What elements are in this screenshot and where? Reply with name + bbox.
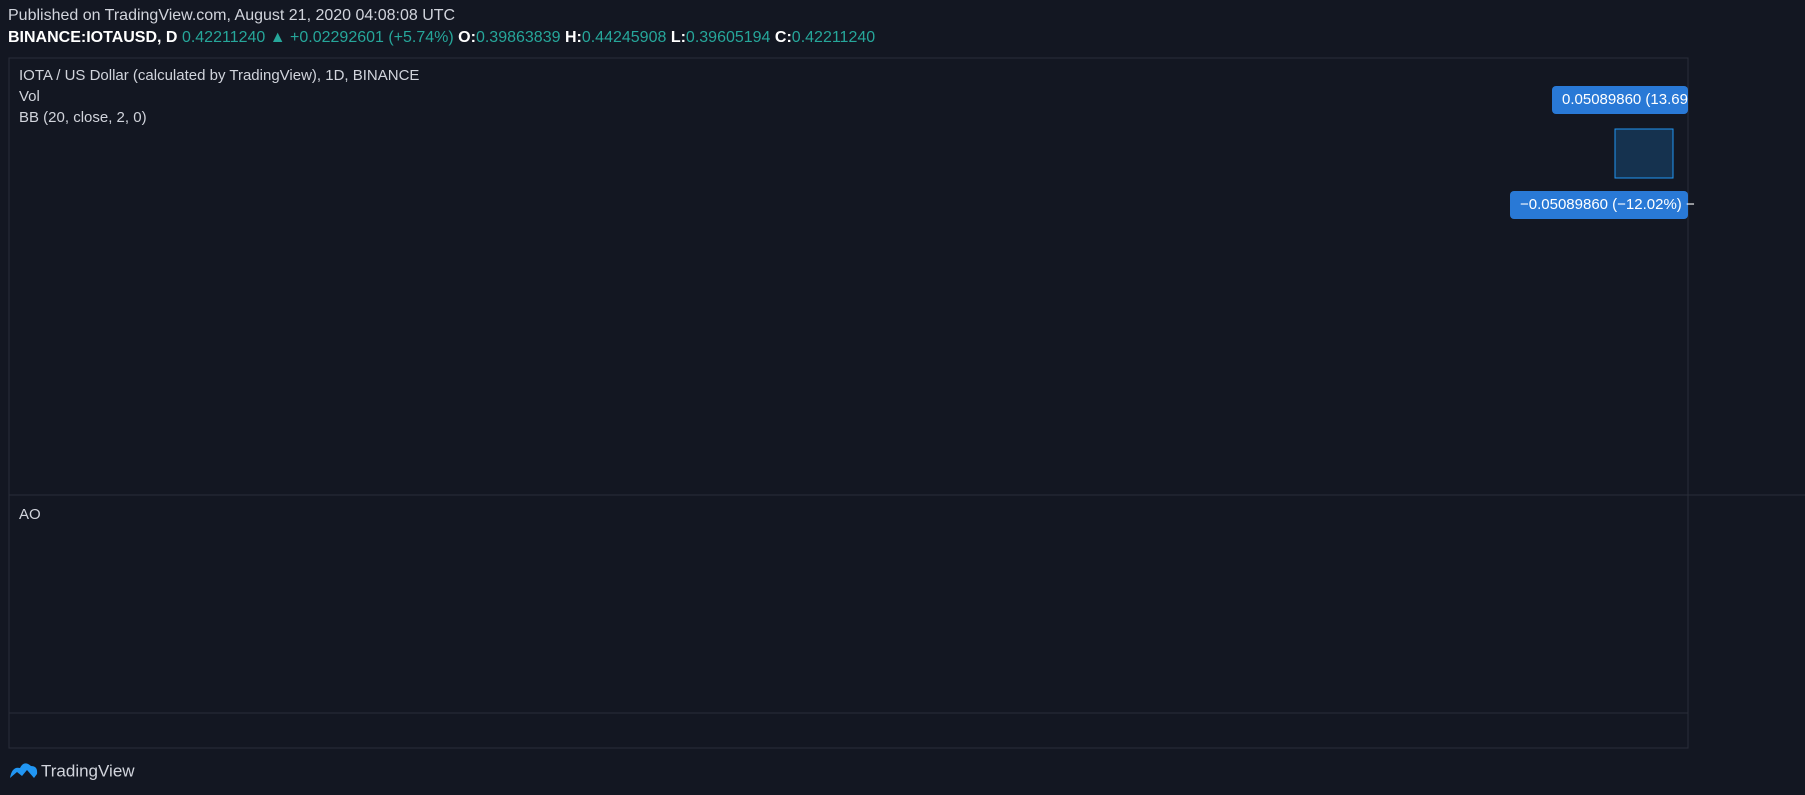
measure-label-bg [1510,191,1688,219]
change: +0.02292601 (+5.74%) [290,29,454,46]
up-arrow: ▲ [269,29,286,46]
symbol-line: BINANCE:IOTAUSD, D 0.42211240 ▲ +0.02292… [8,29,875,47]
measure-box [1614,128,1674,179]
brand: TradingView [10,761,135,780]
last-value: 0.42211240 [181,29,266,46]
volume-label: Vol [19,88,40,105]
published-line: Published on TradingView.com, August 21,… [8,7,456,24]
ohlc-label: H: [564,29,582,46]
ohlc-label: L: [670,29,686,46]
measure-label: 0.05089860 (13.69 [1562,91,1688,108]
ohlc-label: C: [774,29,792,46]
bb-label: BB (20, close, 2, 0) [19,109,147,126]
measure-label-bg [1552,86,1688,114]
measure-label: −0.05089860 (−12.02%) − [1520,196,1695,213]
ao-label: AO [19,506,41,523]
ohlc-value: 0.39863839 [475,29,561,46]
ohlc-value: 0.39605194 [685,29,771,46]
brand-logo [10,763,38,778]
symbol: BINANCE:IOTAUSD, D [8,29,178,46]
brand-name: TradingView [41,761,135,780]
ohlc-value: 0.42211240 [791,29,876,46]
chart-title: IOTA / US Dollar (calculated by TradingV… [19,67,419,84]
ohlc-label: O: [458,29,476,46]
frame [8,57,1805,749]
chart-border [8,57,1689,749]
ohlc-value: 0.44245908 [581,29,667,46]
measure-tool: 0.05089860 (13.69 −0.05089860 (−12.02%) … [1510,86,1695,219]
